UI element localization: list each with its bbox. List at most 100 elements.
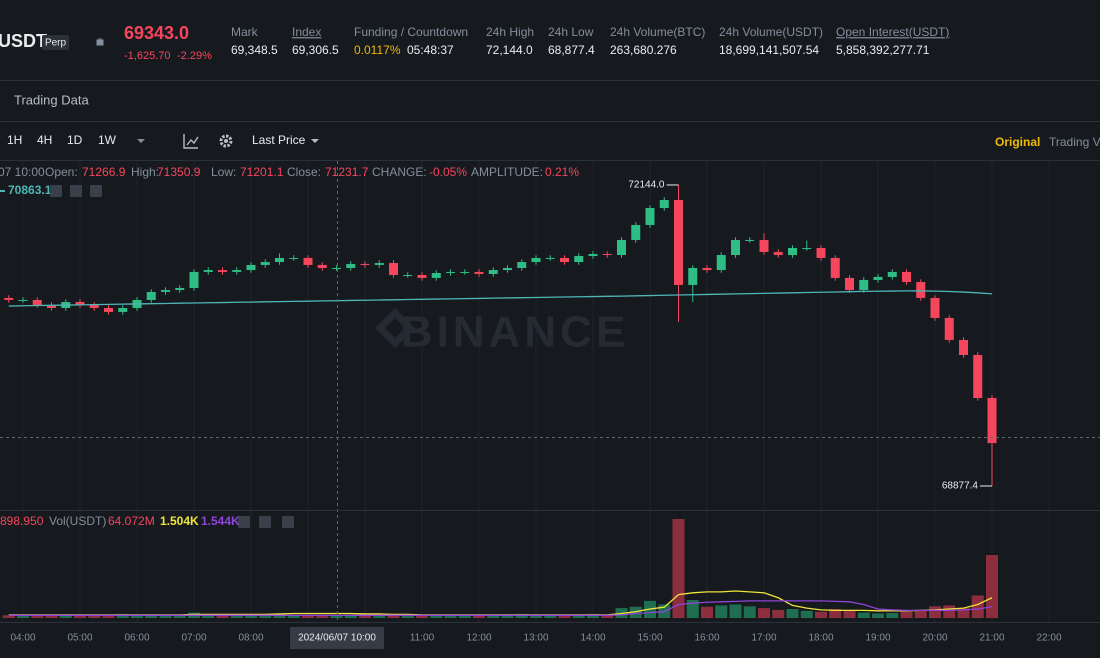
annotation-label: 72144.0 xyxy=(628,180,665,191)
candle-body xyxy=(232,270,242,272)
legend-icon[interactable] xyxy=(259,516,271,528)
candle-body xyxy=(431,272,441,278)
view-active[interactable]: Original xyxy=(995,135,1040,149)
volume-bar xyxy=(344,614,357,618)
volume-bar xyxy=(2,615,15,618)
volume-bar xyxy=(829,609,842,618)
settings-icon[interactable] xyxy=(224,139,228,143)
candle-body xyxy=(303,257,313,265)
settings-icon[interactable] xyxy=(219,134,233,148)
volume-bar xyxy=(843,609,856,618)
volume-bar xyxy=(943,605,956,618)
stat-value: 0.0117% xyxy=(354,43,401,57)
x-tick-label: 11:00 xyxy=(410,633,435,644)
volume-bar xyxy=(230,615,243,618)
ma-line xyxy=(8,290,993,307)
candle-body xyxy=(702,268,712,271)
indicator-icon[interactable] xyxy=(183,134,199,149)
x-tick-label: 18:00 xyxy=(808,633,833,644)
volume-bar xyxy=(373,614,386,618)
legend-value: 71266.9 xyxy=(82,165,126,179)
volume-bar xyxy=(202,614,215,618)
candle-body xyxy=(18,299,28,301)
candle-body xyxy=(944,317,954,340)
candle-body xyxy=(759,239,769,252)
candle-body xyxy=(688,268,698,285)
stat-value: 263,680.276 xyxy=(610,43,677,57)
legend-icon[interactable] xyxy=(238,516,250,528)
candle-body xyxy=(317,264,327,269)
x-tick-label: 20:00 xyxy=(922,633,947,644)
x-tick-label: 05:00 xyxy=(67,633,92,644)
dropdown-arrow[interactable] xyxy=(137,139,145,143)
stat-value: 68,877.4 xyxy=(548,43,595,57)
candle-body xyxy=(973,354,983,399)
volume-bar xyxy=(287,615,300,618)
x-tick-label: 22:00 xyxy=(1036,633,1061,644)
candle-body xyxy=(4,297,14,300)
legend-label: Open: xyxy=(45,165,78,179)
candle-body xyxy=(902,271,911,283)
candle-body xyxy=(916,282,926,298)
legend-icon[interactable] xyxy=(50,185,62,197)
volume-bar xyxy=(815,611,827,618)
candle-body xyxy=(631,224,641,240)
candle-body xyxy=(588,253,598,257)
candle-body xyxy=(75,302,85,305)
candle-body xyxy=(845,277,854,291)
legend: 07 10:00 Open: 71266.9 High:71350.9 Low: 7120… xyxy=(0,165,579,528)
volume-bar xyxy=(715,605,728,618)
tab[interactable]: Trading Data xyxy=(14,92,89,107)
candle-body xyxy=(859,279,869,291)
candle-body xyxy=(531,257,541,263)
stat-label[interactable]: Open Interest(USDT) xyxy=(836,25,949,39)
volume-bar xyxy=(929,606,941,618)
x-tick-label: 07:00 xyxy=(181,633,206,644)
watermark-logo xyxy=(375,308,415,348)
candle-body xyxy=(873,276,883,280)
interval-button[interactable]: 1D xyxy=(67,133,83,147)
volume-bar xyxy=(971,595,984,618)
candle-body xyxy=(830,257,840,278)
legend-icon[interactable] xyxy=(70,185,82,197)
badge-bg xyxy=(42,35,69,50)
candle-body xyxy=(788,248,797,256)
icon[interactable] xyxy=(96,38,104,46)
stat-label: Mark xyxy=(231,25,259,39)
candle-body xyxy=(403,275,413,277)
legend-label: Close: xyxy=(287,165,321,179)
stat-label[interactable]: Index xyxy=(292,25,321,39)
volume-bar xyxy=(629,606,642,618)
volume-bar xyxy=(515,613,528,618)
volume-legend: 1.544K xyxy=(201,514,240,528)
legend-ma: 70863.1 xyxy=(8,183,52,197)
price-type[interactable]: Last Price xyxy=(252,133,306,147)
interval-button[interactable]: 1W xyxy=(98,133,117,147)
plot: 72144.0 68877.4 xyxy=(2,180,998,618)
volume-bar xyxy=(501,614,514,618)
interval-button[interactable]: 1H xyxy=(7,133,22,147)
stat-value: 5,858,392,277.71 xyxy=(836,43,930,57)
volume-bar xyxy=(758,608,770,618)
view-other[interactable]: Trading V xyxy=(1049,135,1100,149)
change-pct: -2.29% xyxy=(177,50,212,62)
x-tick-label: 13:00 xyxy=(523,633,548,644)
stats: Mark 69,348.5 Index 69,306.5 Funding / Count… xyxy=(231,25,949,57)
volume-bar xyxy=(273,613,286,618)
candle-body xyxy=(374,263,384,265)
volume-legend: Vol(USDT) xyxy=(49,514,106,528)
countdown: 05:48:37 xyxy=(407,43,454,57)
candle-body xyxy=(460,271,470,273)
volume-bar xyxy=(45,615,58,618)
volume-bar xyxy=(259,614,272,618)
volume-bar xyxy=(558,614,571,618)
dropdown-arrow[interactable] xyxy=(311,139,319,143)
legend-icon[interactable] xyxy=(90,185,102,197)
candle-body xyxy=(887,271,897,277)
interval-button[interactable]: 4H xyxy=(37,133,52,147)
candle-body xyxy=(189,271,199,289)
annotation-label: 68877.4 xyxy=(942,481,979,492)
candle-body xyxy=(959,339,968,355)
legend-icon[interactable] xyxy=(282,516,294,528)
legend-time: 07 10:00 xyxy=(0,165,45,179)
